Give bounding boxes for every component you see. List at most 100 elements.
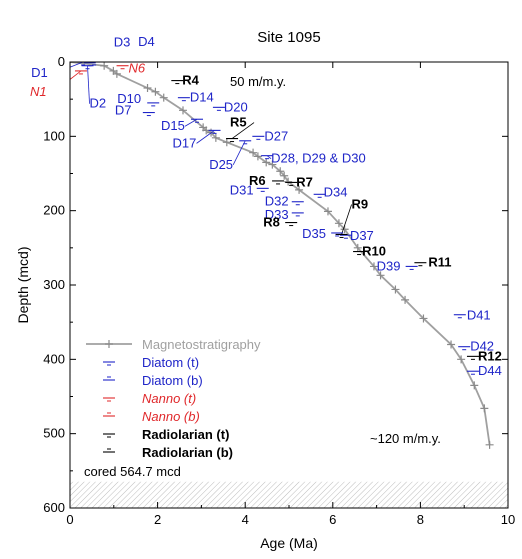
magneto-point (457, 355, 466, 364)
legend-label: Diatom (t) (142, 355, 199, 370)
diatom-leader (89, 62, 92, 64)
magneto-point (249, 148, 258, 157)
diatom-label: D10 (117, 91, 141, 106)
magneto-point (262, 158, 271, 167)
diatom-label: D44 (478, 363, 502, 378)
magneto-series (70, 62, 494, 449)
magneto-line (70, 62, 491, 445)
diatom-label: D28, D29 & D30 (271, 151, 366, 166)
x-tick-label: 10 (501, 512, 515, 527)
magneto-point (179, 106, 188, 115)
diatom-label: D34 (324, 184, 348, 199)
diatom-label: D39 (377, 258, 401, 273)
radiolarian-leader (231, 122, 255, 139)
radiolarian-label: R6 (249, 173, 266, 188)
diatom-label: D2 (90, 96, 107, 111)
legend-swatch-cross (105, 340, 113, 348)
diatom-label: D14 (190, 90, 214, 105)
cored-depth-label: cored 564.7 mcd (84, 464, 181, 479)
diatom-label: D42 (470, 339, 494, 354)
x-axis: 0 2 4 6 8 10 (66, 62, 515, 527)
magneto-point (253, 152, 262, 161)
magneto-point (470, 381, 479, 390)
diatom-label: D37 (350, 228, 374, 243)
y-axis-label: Depth (mcd) (15, 246, 31, 323)
magneto-point (159, 93, 168, 102)
magneto-point (284, 177, 293, 186)
chart-title: Site 1095 (257, 29, 320, 46)
magneto-point (391, 285, 400, 294)
rate-annotation-bottom: ~120 m/m.y. (370, 431, 441, 446)
y-tick-label: 100 (43, 128, 65, 143)
diatom-label: D32 (265, 194, 289, 209)
leader-lines (70, 62, 352, 235)
magneto-point (369, 262, 378, 271)
radiolarian-label: R10 (362, 244, 386, 259)
magneto-point (401, 295, 410, 304)
legend: Magnetostratigraphy Diatom (t) Diatom (b) N… (86, 337, 261, 460)
diatom-leader (196, 130, 215, 144)
radiolarian-label: R5 (230, 115, 247, 130)
diatom-label: D17 (173, 135, 197, 150)
radiolarian-label: R12 (478, 348, 502, 363)
rate-annotation-top: 50 m/m.y. (230, 74, 286, 89)
diatom-label: D41 (467, 308, 491, 323)
legend-label: Radiolarian (t) (142, 427, 229, 442)
radiolarian-label: R8 (263, 215, 280, 230)
magneto-point (323, 207, 332, 216)
y-tick-label: 400 (43, 351, 65, 366)
magneto-point (447, 340, 456, 349)
x-axis-label: Age (Ma) (260, 535, 318, 551)
magneto-point (112, 69, 121, 78)
magneto-point (334, 219, 343, 228)
magneto-point (276, 167, 285, 176)
diatom-label: D3 (114, 35, 131, 50)
magneto-point (480, 404, 489, 413)
diatom-label: D1 (31, 65, 48, 80)
nanno-leader (70, 70, 82, 80)
diatom-label: D25 (209, 157, 233, 172)
diatom-label: D31 (230, 182, 254, 197)
diatom-leader (70, 62, 84, 68)
magneto-point (268, 160, 277, 169)
diatom-leader (232, 140, 246, 165)
magneto-point (340, 225, 349, 234)
radiolarian-label: R11 (428, 255, 451, 270)
radiolarian-label: R4 (182, 73, 199, 88)
magneto-point (100, 62, 109, 70)
radiolarian-leader (341, 204, 352, 235)
cored-hatch-band (70, 481, 508, 508)
legend-label: Nanno (b) (142, 409, 200, 424)
y-tick-label: 200 (43, 203, 65, 218)
x-tick-label: 6 (329, 512, 336, 527)
legend-label: Magnetostratigraphy (142, 337, 261, 352)
diatom-label: D7 (115, 103, 132, 118)
y-tick-label: 500 (43, 426, 65, 441)
x-tick-label: 4 (242, 512, 249, 527)
magneto-point (376, 271, 385, 280)
diatom-leader (184, 118, 198, 127)
y-tick-label: 0 (58, 54, 65, 69)
diatom-leader (87, 65, 90, 104)
plot-frame (69, 61, 509, 509)
radiolarian-label: R7 (296, 174, 313, 189)
x-tick-label: 8 (417, 512, 424, 527)
magneto-point (419, 314, 428, 323)
diatom-label: D4 (138, 34, 155, 49)
radiolarian-label: R9 (352, 196, 369, 211)
diatom-label: D27 (264, 128, 288, 143)
diatom-label: D35 (302, 226, 326, 241)
diatom-label: D33 (265, 207, 289, 222)
magneto-point (353, 243, 362, 252)
diatom-label: D15 (161, 118, 185, 133)
datum-markers (74, 62, 479, 375)
magneto-point (211, 133, 220, 142)
y-axis: 0 100 200 300 400 500 600 (43, 54, 508, 515)
magneto-point (485, 440, 494, 449)
x-tick-label: 2 (154, 512, 161, 527)
nanno-label: N6 (129, 61, 146, 76)
legend-label: Nanno (t) (142, 391, 196, 406)
nanno-label: N1 (30, 84, 47, 99)
